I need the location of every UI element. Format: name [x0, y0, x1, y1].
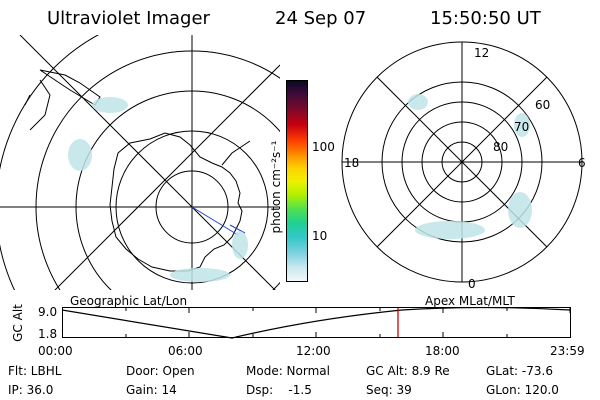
- time-tick-1200: 12:00: [296, 344, 331, 358]
- mlat-label-80: 80: [493, 140, 509, 154]
- instrument-title: Ultraviolet Imager: [47, 8, 210, 29]
- time-tick-2359: 23:59: [550, 344, 585, 358]
- magnetic-polar-plot: [341, 41, 583, 283]
- altitude-timeline: [62, 307, 571, 339]
- mlt-label-0: 0: [468, 277, 476, 291]
- ip-info: IP: 36.0: [8, 383, 54, 397]
- time-tick-0600: 06:00: [168, 344, 203, 358]
- timeline-left-label: Geographic Lat/Lon: [70, 294, 188, 308]
- timeline-ymin: 1.8: [38, 327, 58, 341]
- timeline-right-label: Apex MLat/MLT: [425, 294, 515, 308]
- mlat-label-60: 60: [535, 98, 551, 112]
- mlt-label-6: 6: [578, 156, 586, 170]
- timeline-y-axis-label: GC Alt: [11, 304, 25, 342]
- glat-info: GLat: -73.6: [486, 364, 553, 378]
- geographic-map: [0, 35, 280, 290]
- mlat-label-70: 70: [514, 120, 530, 134]
- filter-info: Flt: LBHL: [8, 364, 62, 378]
- seq-info: Seq: 39: [366, 383, 412, 397]
- time-label: 15:50:50 UT: [430, 8, 541, 29]
- gc-alt-info: GC Alt: 8.9 Re: [366, 364, 450, 378]
- glon-info: GLon: 120.0: [486, 383, 559, 397]
- gain-info: Gain: 14: [126, 383, 177, 397]
- mode-info: Mode: Normal: [246, 364, 330, 378]
- colorbar-tick-10: 10: [312, 229, 328, 243]
- colorbar-tick-100: 100: [312, 140, 335, 154]
- time-tick-0000: 00:00: [38, 344, 73, 358]
- time-tick-1800: 18:00: [425, 344, 460, 358]
- mlt-label-12: 12: [474, 46, 490, 60]
- timeline-ymax: 9.0: [38, 305, 58, 319]
- dsp-info: Dsp: -1.5: [246, 383, 312, 397]
- mlt-label-18: 18: [344, 156, 360, 170]
- colorbar-unit-label: photon cm⁻²s⁻¹: [269, 140, 283, 234]
- door-info: Door: Open: [126, 364, 195, 378]
- colorbar: [286, 80, 308, 282]
- date-label: 24 Sep 07: [275, 8, 367, 29]
